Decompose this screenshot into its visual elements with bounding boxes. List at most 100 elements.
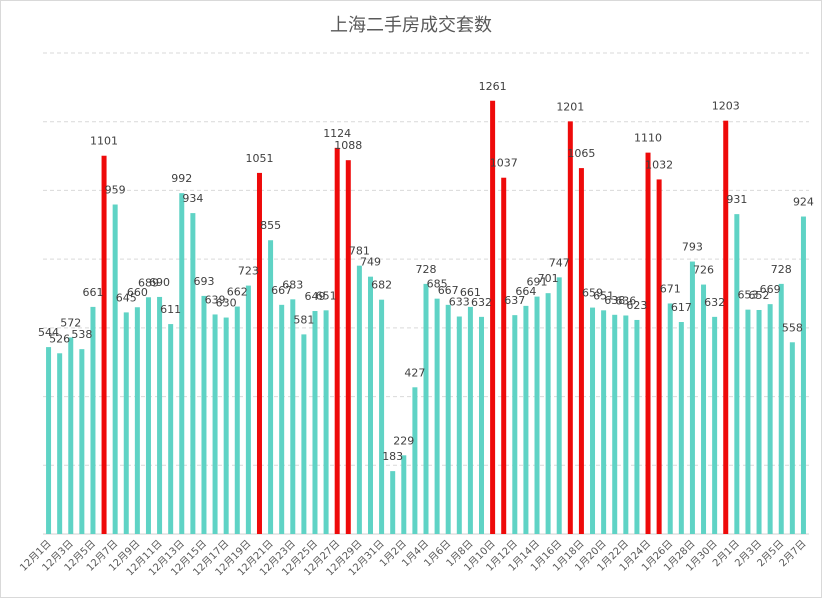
bar-1月31日: [723, 120, 729, 535]
bar-2月2日: [745, 309, 751, 534]
bar-1月6日: [445, 304, 451, 534]
data-label: 652: [749, 289, 770, 302]
chart-title: 上海二手房成交套数: [330, 15, 492, 36]
bar-12月25日: [312, 311, 318, 534]
bar-12月8日: [123, 312, 129, 534]
data-label: 931: [726, 193, 747, 206]
data-label: 639: [205, 293, 226, 306]
data-label: 1110: [634, 132, 662, 145]
bar-12月20日: [256, 172, 262, 534]
data-label: 781: [349, 245, 370, 258]
data-label: 1201: [556, 100, 584, 113]
bar-12月16日: [212, 314, 218, 534]
data-label: 645: [116, 291, 137, 304]
data-label: 662: [227, 286, 248, 299]
data-label: 793: [682, 241, 703, 254]
bar-1月26日: [667, 303, 673, 534]
data-label: 623: [626, 299, 647, 312]
data-label: 690: [149, 276, 170, 289]
data-label: 682: [371, 279, 392, 292]
bar-1月25日: [656, 179, 662, 535]
data-label: 747: [549, 256, 570, 269]
bar-12月19日: [245, 285, 251, 534]
data-label: 572: [60, 316, 81, 329]
data-label: 632: [471, 296, 492, 309]
bar-12月27日: [334, 147, 340, 534]
bar-12月2日: [57, 353, 63, 534]
bar-12月30日: [367, 276, 373, 534]
bar-12月28日: [345, 160, 351, 535]
bar-2月3日: [756, 309, 762, 534]
bar-1月19日: [590, 307, 596, 534]
bar-12月9日: [134, 307, 140, 534]
bar-1月20日: [601, 310, 607, 534]
bar-12月22日: [279, 304, 285, 534]
data-label: 1088: [334, 139, 362, 152]
bar-12月13日: [179, 193, 185, 535]
data-label: 667: [271, 284, 292, 297]
bar-1月8日: [467, 306, 473, 534]
data-label: 651: [316, 289, 337, 302]
bar-12月17日: [223, 317, 229, 534]
bar-12月15日: [201, 295, 207, 534]
data-label: 959: [105, 184, 126, 197]
bar-12月14日: [190, 213, 196, 534]
bar-12月6日: [101, 155, 107, 535]
data-label: 924: [793, 196, 814, 209]
data-label: 617: [671, 301, 692, 314]
bar-12月29日: [356, 265, 362, 534]
bar-2月5日: [778, 283, 784, 534]
data-label: 1203: [712, 100, 740, 113]
data-label: 526: [49, 332, 70, 345]
data-label: 633: [449, 296, 470, 309]
bar-12月11日: [157, 296, 163, 534]
bar-1月11日: [501, 177, 507, 534]
data-label: 538: [71, 328, 92, 341]
data-label: 1032: [645, 158, 673, 171]
data-label: 855: [260, 219, 281, 232]
data-label: 651: [593, 289, 614, 302]
bar-1月13日: [523, 305, 529, 534]
data-label: 637: [504, 294, 525, 307]
bar-12月24日: [301, 334, 307, 534]
data-label: 659: [582, 287, 603, 300]
data-label: 661: [82, 286, 103, 299]
data-label: 664: [515, 285, 536, 298]
bar-1月12日: [512, 315, 518, 534]
bar-12月3日: [68, 337, 74, 534]
data-label: 558: [782, 321, 803, 334]
bar-2月6日: [789, 342, 795, 534]
bar-1月23日: [634, 319, 640, 534]
data-label: 683: [282, 278, 303, 291]
data-label: 667: [438, 284, 459, 297]
data-label: 701: [538, 272, 559, 285]
bars: [46, 100, 806, 535]
bar-12月31日: [379, 299, 385, 534]
bar-1月24日: [645, 152, 651, 534]
data-label: 660: [127, 286, 148, 299]
data-label: 632: [704, 296, 725, 309]
bar-1月1日: [390, 471, 396, 534]
bar-1月5日: [434, 298, 440, 534]
data-label: 728: [771, 263, 792, 276]
bar-1月29日: [701, 284, 707, 534]
bar-1月9日: [479, 316, 485, 534]
bar-1月10日: [490, 100, 496, 534]
data-label: 691: [527, 276, 548, 289]
data-label: 669: [760, 283, 781, 296]
bar-1月18日: [578, 168, 584, 534]
bar-1月16日: [556, 277, 562, 534]
bar-1月14日: [534, 296, 540, 534]
data-label: 726: [693, 264, 714, 277]
bar-1月4日: [423, 283, 429, 534]
bar-1月2日: [401, 455, 407, 534]
data-label: 183: [382, 450, 403, 463]
bar-1月28日: [689, 261, 695, 534]
data-label: 671: [660, 282, 681, 295]
bar-1月22日: [623, 315, 629, 534]
data-label: 728: [416, 263, 437, 276]
data-label: 1051: [245, 152, 273, 165]
